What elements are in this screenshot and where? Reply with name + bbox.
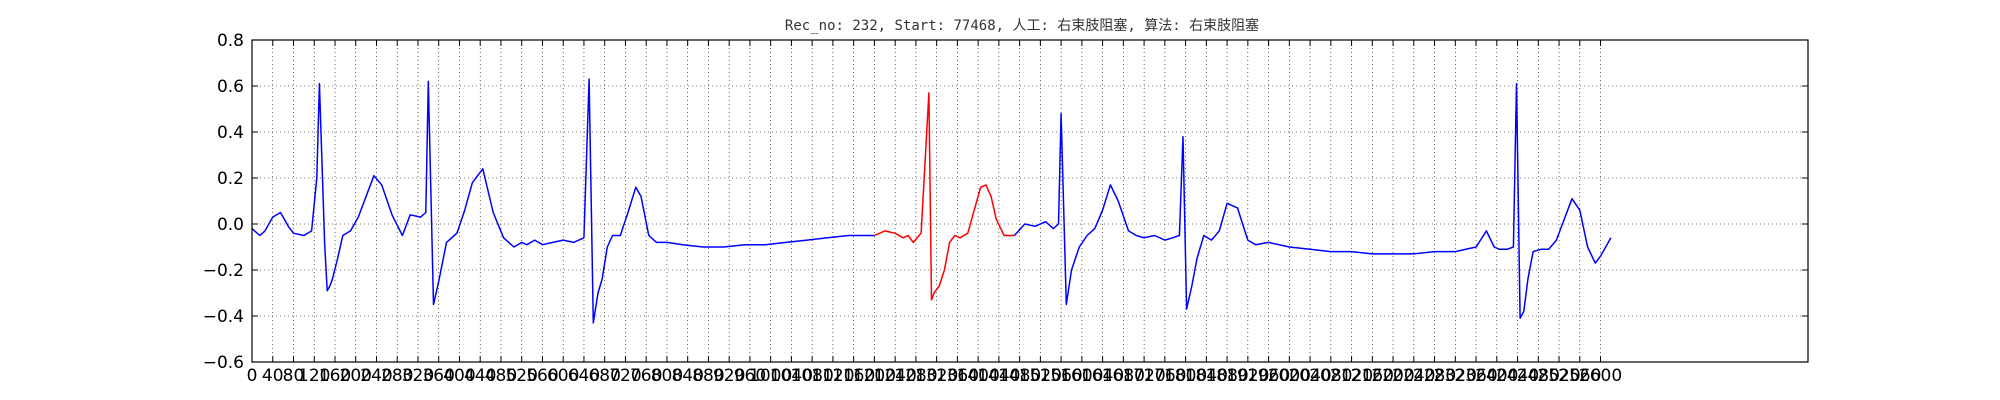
x-tick-label: 0 [247, 366, 258, 386]
x-tick-label: 80 [283, 366, 305, 386]
x-tick-label: 2400 [1475, 366, 1518, 386]
x-tick-label: 2080 [1309, 366, 1352, 386]
x-tick-label: 1040 [770, 366, 813, 386]
x-tick-label: 840 [671, 366, 703, 386]
x-tick-label: 1240 [874, 366, 917, 386]
x-tick-label: 1360 [936, 366, 979, 386]
x-tick-label: 1120 [811, 366, 854, 386]
x-tick-label: 120 [298, 366, 330, 386]
x-tick-label: 1680 [1102, 366, 1145, 386]
y-tick-label: −0.4 [203, 307, 244, 327]
y-tick-label: 0.4 [217, 123, 244, 143]
ecg-series-line-3 [1013, 82, 1612, 320]
y-tick-label: −0.2 [203, 261, 244, 281]
x-tick-label: 1640 [1081, 366, 1124, 386]
x-tick-label: 1280 [894, 366, 937, 386]
x-tick-label: 920 [713, 366, 745, 386]
x-tick-label: 1520 [1019, 366, 1062, 386]
x-tick-label: 2240 [1392, 366, 1435, 386]
x-tick-label: 960 [734, 366, 766, 386]
x-tick-label: 1720 [1122, 366, 1165, 386]
x-tick-label: 200 [340, 366, 372, 386]
x-tick-label: 1880 [1205, 366, 1248, 386]
x-tick-label: 320 [402, 366, 434, 386]
series-layer [251, 78, 1612, 324]
x-tick-label: 1840 [1185, 366, 1228, 386]
y-tick-label: −0.6 [203, 353, 244, 373]
x-tick-label: 40 [262, 366, 284, 386]
ecg-series-line-2 [874, 92, 1015, 301]
x-tick-label: 2040 [1288, 366, 1331, 386]
x-tick-label: 240 [360, 366, 392, 386]
x-tick-label: 2600 [1579, 366, 1622, 386]
x-tick-label: 1480 [998, 366, 1041, 386]
x-tick-label: 1560 [1039, 366, 1082, 386]
x-tick-label: 1920 [1226, 366, 1269, 386]
plot-frame [251, 39, 1809, 363]
x-tick-label: 440 [464, 366, 496, 386]
y-axis: 0.8 0.6 0.4 0.2 0.0 −0.2 −0.4 −0.6 [203, 31, 1808, 373]
y-tick-label: 0.6 [217, 77, 244, 97]
x-tick-label: 2560 [1558, 366, 1601, 386]
x-tick-label: 1600 [1060, 366, 1103, 386]
x-tick-label: 160 [319, 366, 351, 386]
x-tick-label: 1960 [1247, 366, 1290, 386]
x-tick-label: 600 [547, 366, 579, 386]
x-tick-label: 520 [505, 366, 537, 386]
x-tick-label: 800 [651, 366, 683, 386]
x-tick-label: 2520 [1537, 366, 1580, 386]
x-tick-label: 1200 [853, 366, 896, 386]
x-tick-label: 280 [381, 366, 413, 386]
x-tick-label: 480 [485, 366, 517, 386]
x-tick-label: 2480 [1517, 366, 1560, 386]
x-tick-label: 560 [526, 366, 558, 386]
x-tick-label: 400 [443, 366, 475, 386]
x-tick-label: 1800 [1164, 366, 1207, 386]
chart-title: Rec_no: 232, Start: 77468, 人工: 右束肢阻塞, 算法… [785, 17, 1259, 34]
x-tick-label: 680 [588, 366, 620, 386]
x-tick-label: 2360 [1454, 366, 1497, 386]
x-tick-label: 2120 [1330, 366, 1373, 386]
ecg-series-line-1 [251, 78, 875, 324]
x-axis: 0 40 8012016020024028032036040044048052056… [247, 40, 1622, 386]
x-tick-label: 1000 [749, 366, 792, 386]
x-tick-label: 1760 [1143, 366, 1186, 386]
x-tick-label: 1320 [915, 366, 958, 386]
x-tick-label: 2440 [1496, 366, 1539, 386]
x-tick-label: 1400 [957, 366, 1000, 386]
x-tick-label: 1160 [832, 366, 875, 386]
x-tick-label: 2320 [1434, 366, 1477, 386]
x-tick-label: 760 [630, 366, 662, 386]
y-tick-label: 0.8 [217, 31, 244, 51]
x-tick-label: 1440 [977, 366, 1020, 386]
x-tick-label: 880 [692, 366, 724, 386]
x-tick-label: 1080 [791, 366, 834, 386]
x-tick-label: 720 [609, 366, 641, 386]
x-tick-label: 2000 [1268, 366, 1311, 386]
x-tick-label: 360 [422, 366, 454, 386]
y-tick-label: 0.2 [217, 169, 244, 189]
x-tick-label: 2200 [1371, 366, 1414, 386]
x-tick-label: 2280 [1413, 366, 1456, 386]
x-tick-label: 640 [568, 366, 600, 386]
grid [251, 39, 1808, 363]
x-tick-label: 2160 [1351, 366, 1394, 386]
y-tick-label: 0.0 [217, 215, 244, 235]
